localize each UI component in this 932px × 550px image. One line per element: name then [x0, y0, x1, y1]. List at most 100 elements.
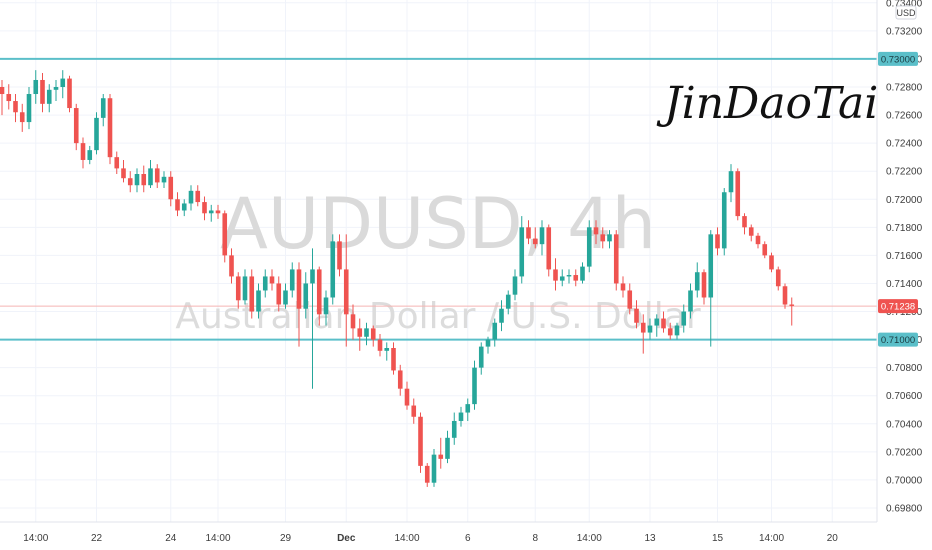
time-axis-ticks: 14:00 22 24 14:00 29 Dec 14:00 6 8 14:00 13 15 14:00… [23, 533, 838, 544]
candle-body [418, 416, 423, 466]
candle-up [451, 412, 457, 445]
candle-body [13, 101, 18, 113]
watermark-title: AUDUSD, 4h [220, 183, 656, 265]
candle-body [175, 199, 180, 211]
time-tick-label: 24 [165, 533, 177, 544]
candle-down [397, 364, 403, 396]
candle-down [19, 103, 25, 132]
candle-body [377, 339, 383, 351]
candle-body [154, 168, 160, 183]
candle-body [478, 346, 484, 368]
price-tick-label: 0.72200 [886, 167, 923, 178]
price-tick-label: 0.71800 [886, 223, 923, 234]
candle-body [512, 276, 518, 295]
candle-body [701, 272, 707, 298]
candle-body [350, 314, 356, 329]
candle-body [472, 367, 477, 405]
candle-down [40, 72, 45, 113]
candle-body [343, 269, 349, 315]
candle-up [242, 269, 248, 305]
time-tick-label: 15 [712, 533, 724, 544]
candle-body [667, 328, 673, 336]
candle-down [296, 262, 302, 347]
candle-body [532, 238, 538, 245]
candle-body [694, 272, 700, 291]
candle-body [600, 234, 606, 242]
candle-down [13, 94, 18, 123]
candle-down [613, 230, 619, 291]
candle-body [424, 465, 430, 483]
price-tick-label: 0.72800 [886, 83, 923, 94]
candle-body [647, 325, 653, 333]
time-tick-label: 8 [532, 533, 538, 544]
candle-body [296, 269, 302, 309]
candle-body [357, 328, 363, 337]
candle-body [208, 210, 214, 214]
candle-body [229, 255, 234, 277]
candle-up [519, 216, 525, 284]
candle-up [512, 269, 518, 301]
candle-body [613, 234, 619, 284]
currency-badge[interactable] [895, 5, 917, 20]
candle-down [424, 463, 430, 487]
candle-up [681, 304, 687, 333]
candle-up [94, 112, 99, 155]
candle-body [580, 266, 585, 281]
candle-body [397, 370, 403, 389]
time-tick-label: 14:00 [577, 533, 602, 544]
candle-body [370, 328, 376, 340]
candle-body [553, 269, 558, 281]
candle-body [438, 454, 444, 459]
candle-down [438, 437, 444, 469]
candle-up [161, 171, 167, 189]
candle-down [222, 210, 228, 263]
candle-body [465, 404, 471, 413]
candle-down [350, 304, 356, 340]
time-tick-label: 6 [465, 533, 471, 544]
price-tick-label: 0.71400 [886, 279, 923, 290]
candle-body [661, 318, 666, 329]
candle-down [6, 84, 12, 110]
candle-down [789, 297, 795, 326]
candle-up [607, 230, 612, 249]
price-tick-label: 0.72600 [886, 111, 923, 122]
candle-body [559, 276, 565, 281]
candle-body [775, 269, 781, 287]
candle-up [559, 269, 565, 287]
candle-up [445, 430, 450, 464]
time-axis[interactable]: 14:00 22 24 14:00 29 Dec 14:00 6 8 14:00 13 15 14:00… [0, 521, 932, 550]
signature-text: JinDaoTai [656, 78, 878, 129]
candle-up [384, 342, 390, 361]
candle-down [640, 314, 646, 354]
candle-body [303, 283, 309, 309]
candle-up [485, 336, 491, 354]
candle-body [573, 275, 579, 281]
candle-body [458, 412, 464, 421]
candle-up [458, 406, 464, 427]
candle-body [721, 192, 727, 249]
time-tick-label: 13 [644, 533, 656, 544]
candle-body [445, 437, 450, 459]
candle-down [526, 220, 531, 245]
candle-down [600, 227, 606, 249]
candle-up [586, 220, 592, 273]
candle-down [553, 258, 558, 291]
candle-body [94, 117, 99, 151]
candle-up [46, 84, 52, 113]
candle-body [289, 269, 295, 291]
candle-down [370, 325, 376, 347]
candle-body [310, 269, 315, 284]
candle-body [674, 325, 680, 336]
horizontal-lines[interactable] [0, 57, 877, 341]
candle-body [640, 322, 646, 333]
candle-body [505, 294, 511, 309]
candle-up [431, 449, 437, 487]
candle-up [499, 300, 504, 332]
candle-body [539, 227, 545, 245]
candle-body [269, 276, 275, 284]
currency-label[interactable]: USD [896, 8, 916, 18]
candle-body [19, 112, 25, 123]
candle-down [769, 252, 774, 273]
price-axis[interactable]: 0.73400 0.73200 0.73000 0.72800 0.72600 0.724… [876, 0, 932, 550]
